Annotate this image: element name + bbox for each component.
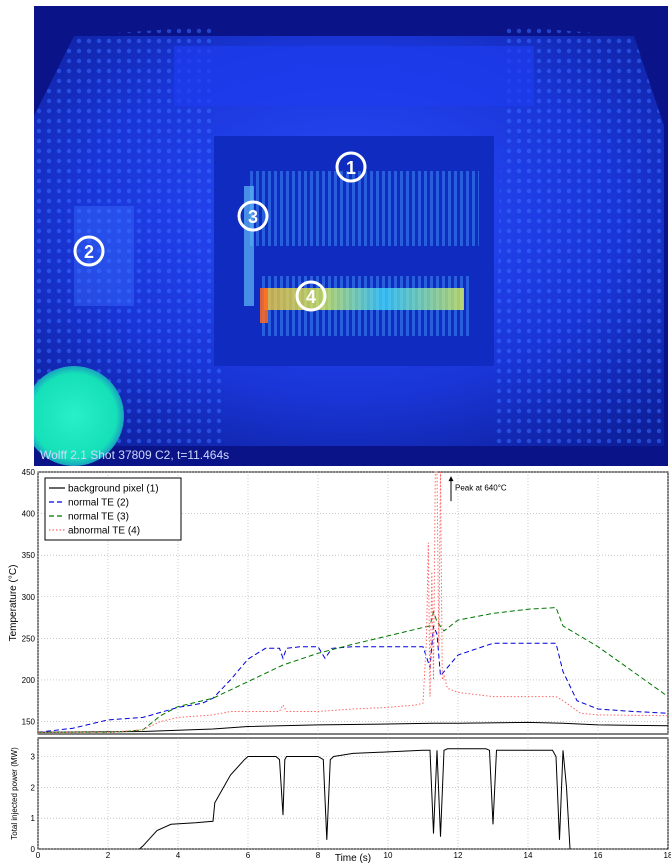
legend-label: normal TE (3) xyxy=(68,512,129,523)
x-tick-label: 0 xyxy=(36,851,41,860)
x-tick-label: 16 xyxy=(594,851,603,860)
x-tick-label: 8 xyxy=(316,851,321,860)
svg-text:2: 2 xyxy=(84,242,94,262)
x-tick-label: 14 xyxy=(524,851,533,860)
x-tick-label: 10 xyxy=(384,851,393,860)
marker-2: 2 xyxy=(73,235,105,267)
y-tick-label: 3 xyxy=(31,753,36,762)
y-tick-label: 0 xyxy=(31,845,36,854)
x-tick-label: 12 xyxy=(454,851,463,860)
time-x-ticks: 0 2 4 6 8 10 12 14 16 18 xyxy=(36,851,671,860)
image-caption: Wolff 2.1 Shot 37809 C2, t=11.464s xyxy=(40,448,229,462)
legend-label: normal TE (2) xyxy=(68,498,129,509)
x-tick-label: 18 xyxy=(664,851,671,860)
temperature-y-label: Temperature (°C) xyxy=(8,565,19,642)
power-y-label: Total injected power (MW) xyxy=(10,747,19,840)
y-tick-label: 250 xyxy=(22,634,36,643)
time-x-label: Time (s) xyxy=(335,853,371,863)
power-plot-area xyxy=(37,737,669,850)
peak-annotation: Peak at 640°C xyxy=(448,476,507,502)
y-tick-label: 200 xyxy=(22,676,36,685)
y-tick-label: 350 xyxy=(22,551,36,560)
power-series xyxy=(139,748,571,850)
legend: background pixel (1) normal TE (2) normal … xyxy=(44,477,182,541)
marker-3: 3 xyxy=(237,200,269,232)
legend-label: background pixel (1) xyxy=(68,484,159,495)
svg-text:3: 3 xyxy=(248,207,258,227)
series-line-0 xyxy=(37,721,669,733)
x-tick-label: 6 xyxy=(246,851,251,860)
x-tick-label: 4 xyxy=(176,851,181,860)
y-tick-label: 300 xyxy=(22,593,36,602)
series-line-0 xyxy=(139,748,571,850)
temperature-y-ticks: 150 200 250 300 350 400 450 xyxy=(22,468,36,727)
svg-text:4: 4 xyxy=(306,287,316,307)
y-tick-label: 2 xyxy=(31,783,36,792)
series-line-3 xyxy=(38,471,669,733)
power-y-ticks: 0 1 2 3 xyxy=(31,753,36,855)
temperature-chart: 150 200 250 300 350 400 450 Temperature (°C) P… xyxy=(8,468,669,735)
series-line-1 xyxy=(37,625,669,733)
x-tick-label: 2 xyxy=(106,851,111,860)
y-tick-label: 450 xyxy=(22,468,36,477)
legend-box xyxy=(44,477,182,541)
legend-label: abnormal TE (4) xyxy=(68,526,140,537)
y-tick-label: 1 xyxy=(31,814,36,823)
marker-4: 4 xyxy=(295,280,327,312)
svg-text:1: 1 xyxy=(346,158,356,178)
marker-1: 1 xyxy=(335,151,367,183)
y-tick-label: 400 xyxy=(22,510,36,519)
peak-arrow-head xyxy=(448,476,454,482)
y-tick-label: 150 xyxy=(22,718,36,727)
temperature-series xyxy=(37,471,669,733)
infrared-camera-image: 1 2 3 4 Wolff 2.1 Shot 37809 C2, t=11.46… xyxy=(34,6,668,466)
peak-annotation-text: Peak at 640°C xyxy=(455,483,507,492)
